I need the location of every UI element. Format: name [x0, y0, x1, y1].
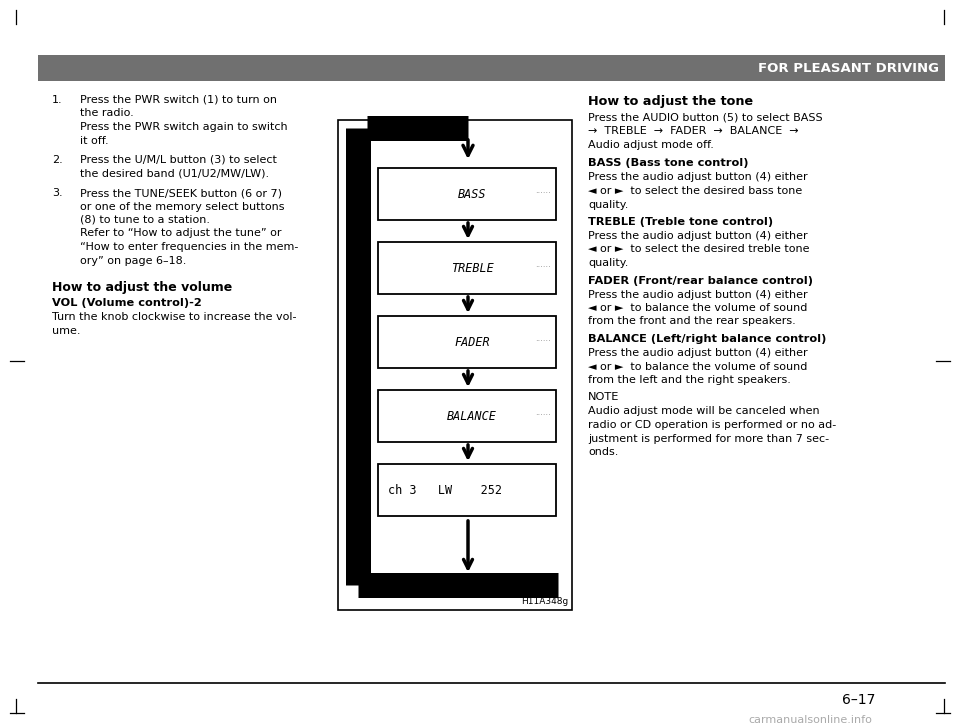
Text: Turn the knob clockwise to increase the vol-: Turn the knob clockwise to increase the …	[52, 312, 297, 322]
Text: ······: ······	[536, 189, 551, 199]
Text: ◄ or ►  to select the desired treble tone: ◄ or ► to select the desired treble tone	[588, 244, 809, 254]
Text: 6–17: 6–17	[842, 693, 875, 707]
Text: from the left and the right speakers.: from the left and the right speakers.	[588, 375, 791, 385]
Text: Audio adjust mode will be canceled when: Audio adjust mode will be canceled when	[588, 406, 820, 416]
Text: BALANCE (Left/right balance control): BALANCE (Left/right balance control)	[588, 334, 827, 344]
Text: it off.: it off.	[80, 135, 108, 145]
Text: justment is performed for more than 7 sec-: justment is performed for more than 7 se…	[588, 434, 829, 443]
Text: TREBLE: TREBLE	[450, 262, 493, 275]
Text: Press the PWR switch again to switch: Press the PWR switch again to switch	[80, 122, 288, 132]
Bar	[378, 242, 556, 294]
Text: →  TREBLE  →  FADER  →  BALANCE  →: → TREBLE → FADER → BALANCE →	[588, 127, 799, 137]
Text: 1.: 1.	[52, 95, 62, 105]
Bar	[378, 168, 556, 220]
Text: quality.: quality.	[588, 258, 629, 268]
Text: quality.: quality.	[588, 200, 629, 210]
Text: NOTE: NOTE	[588, 393, 619, 403]
Text: FOR PLEASANT DRIVING: FOR PLEASANT DRIVING	[758, 61, 939, 74]
Text: Press the audio adjust button (4) either: Press the audio adjust button (4) either	[588, 173, 807, 182]
Text: How to adjust the volume: How to adjust the volume	[52, 281, 232, 294]
Text: TREBLE (Treble tone control): TREBLE (Treble tone control)	[588, 217, 773, 227]
Text: ◄ or ►  to balance the volume of sound: ◄ or ► to balance the volume of sound	[588, 303, 807, 313]
Bar	[378, 316, 556, 368]
Text: BALANCE: BALANCE	[447, 409, 497, 422]
Text: the radio.: the radio.	[80, 108, 133, 119]
Text: 3.: 3.	[52, 188, 62, 198]
Text: “How to enter frequencies in the mem-: “How to enter frequencies in the mem-	[80, 242, 299, 252]
Text: Press the audio adjust button (4) either: Press the audio adjust button (4) either	[588, 348, 807, 358]
Text: FADER (Front/rear balance control): FADER (Front/rear balance control)	[588, 275, 813, 286]
Text: How to adjust the tone: How to adjust the tone	[588, 95, 754, 108]
Bar	[378, 464, 556, 516]
Text: radio or CD operation is performed or no ad-: radio or CD operation is performed or no…	[588, 420, 836, 430]
Bar	[338, 120, 572, 610]
Bar	[38, 55, 945, 81]
Text: ory” on page 6–18.: ory” on page 6–18.	[80, 255, 186, 265]
Text: BASS: BASS	[458, 187, 487, 200]
Text: Press the TUNE/SEEK button (6 or 7): Press the TUNE/SEEK button (6 or 7)	[80, 188, 282, 198]
Text: Audio adjust mode off.: Audio adjust mode off.	[588, 140, 714, 150]
Text: ······: ······	[536, 411, 551, 421]
Text: ······: ······	[536, 263, 551, 273]
Text: VOL (Volume control)-2: VOL (Volume control)-2	[52, 298, 202, 308]
Text: Press the audio adjust button (4) either: Press the audio adjust button (4) either	[588, 231, 807, 241]
Text: ch 3   LW    252: ch 3 LW 252	[388, 484, 502, 497]
Text: carmanualsonline.info: carmanualsonline.info	[748, 715, 872, 723]
Text: or one of the memory select buttons: or one of the memory select buttons	[80, 202, 284, 212]
Text: Refer to “How to adjust the tune” or: Refer to “How to adjust the tune” or	[80, 228, 281, 239]
Text: onds.: onds.	[588, 447, 618, 457]
Text: (8) to tune to a station.: (8) to tune to a station.	[80, 215, 210, 225]
Text: ······: ······	[536, 338, 551, 346]
Text: Press the AUDIO button (5) to select BASS: Press the AUDIO button (5) to select BAS…	[588, 113, 823, 123]
Text: ◄ or ►  to balance the volume of sound: ◄ or ► to balance the volume of sound	[588, 362, 807, 372]
Text: BASS (Bass tone control): BASS (Bass tone control)	[588, 158, 749, 168]
Bar	[378, 390, 556, 442]
Text: from the front and the rear speakers.: from the front and the rear speakers.	[588, 317, 796, 327]
Text: ume.: ume.	[52, 325, 81, 335]
Text: Press the audio adjust button (4) either: Press the audio adjust button (4) either	[588, 289, 807, 299]
Text: 2.: 2.	[52, 155, 62, 165]
Text: FADER: FADER	[454, 335, 490, 348]
Text: the desired band (U1/U2/MW/LW).: the desired band (U1/U2/MW/LW).	[80, 168, 269, 179]
Text: Press the U/M/L button (3) to select: Press the U/M/L button (3) to select	[80, 155, 276, 165]
Text: ◄ or ►  to select the desired bass tone: ◄ or ► to select the desired bass tone	[588, 186, 803, 196]
Text: H11A348g: H11A348g	[520, 597, 568, 606]
Text: Press the PWR switch (1) to turn on: Press the PWR switch (1) to turn on	[80, 95, 277, 105]
